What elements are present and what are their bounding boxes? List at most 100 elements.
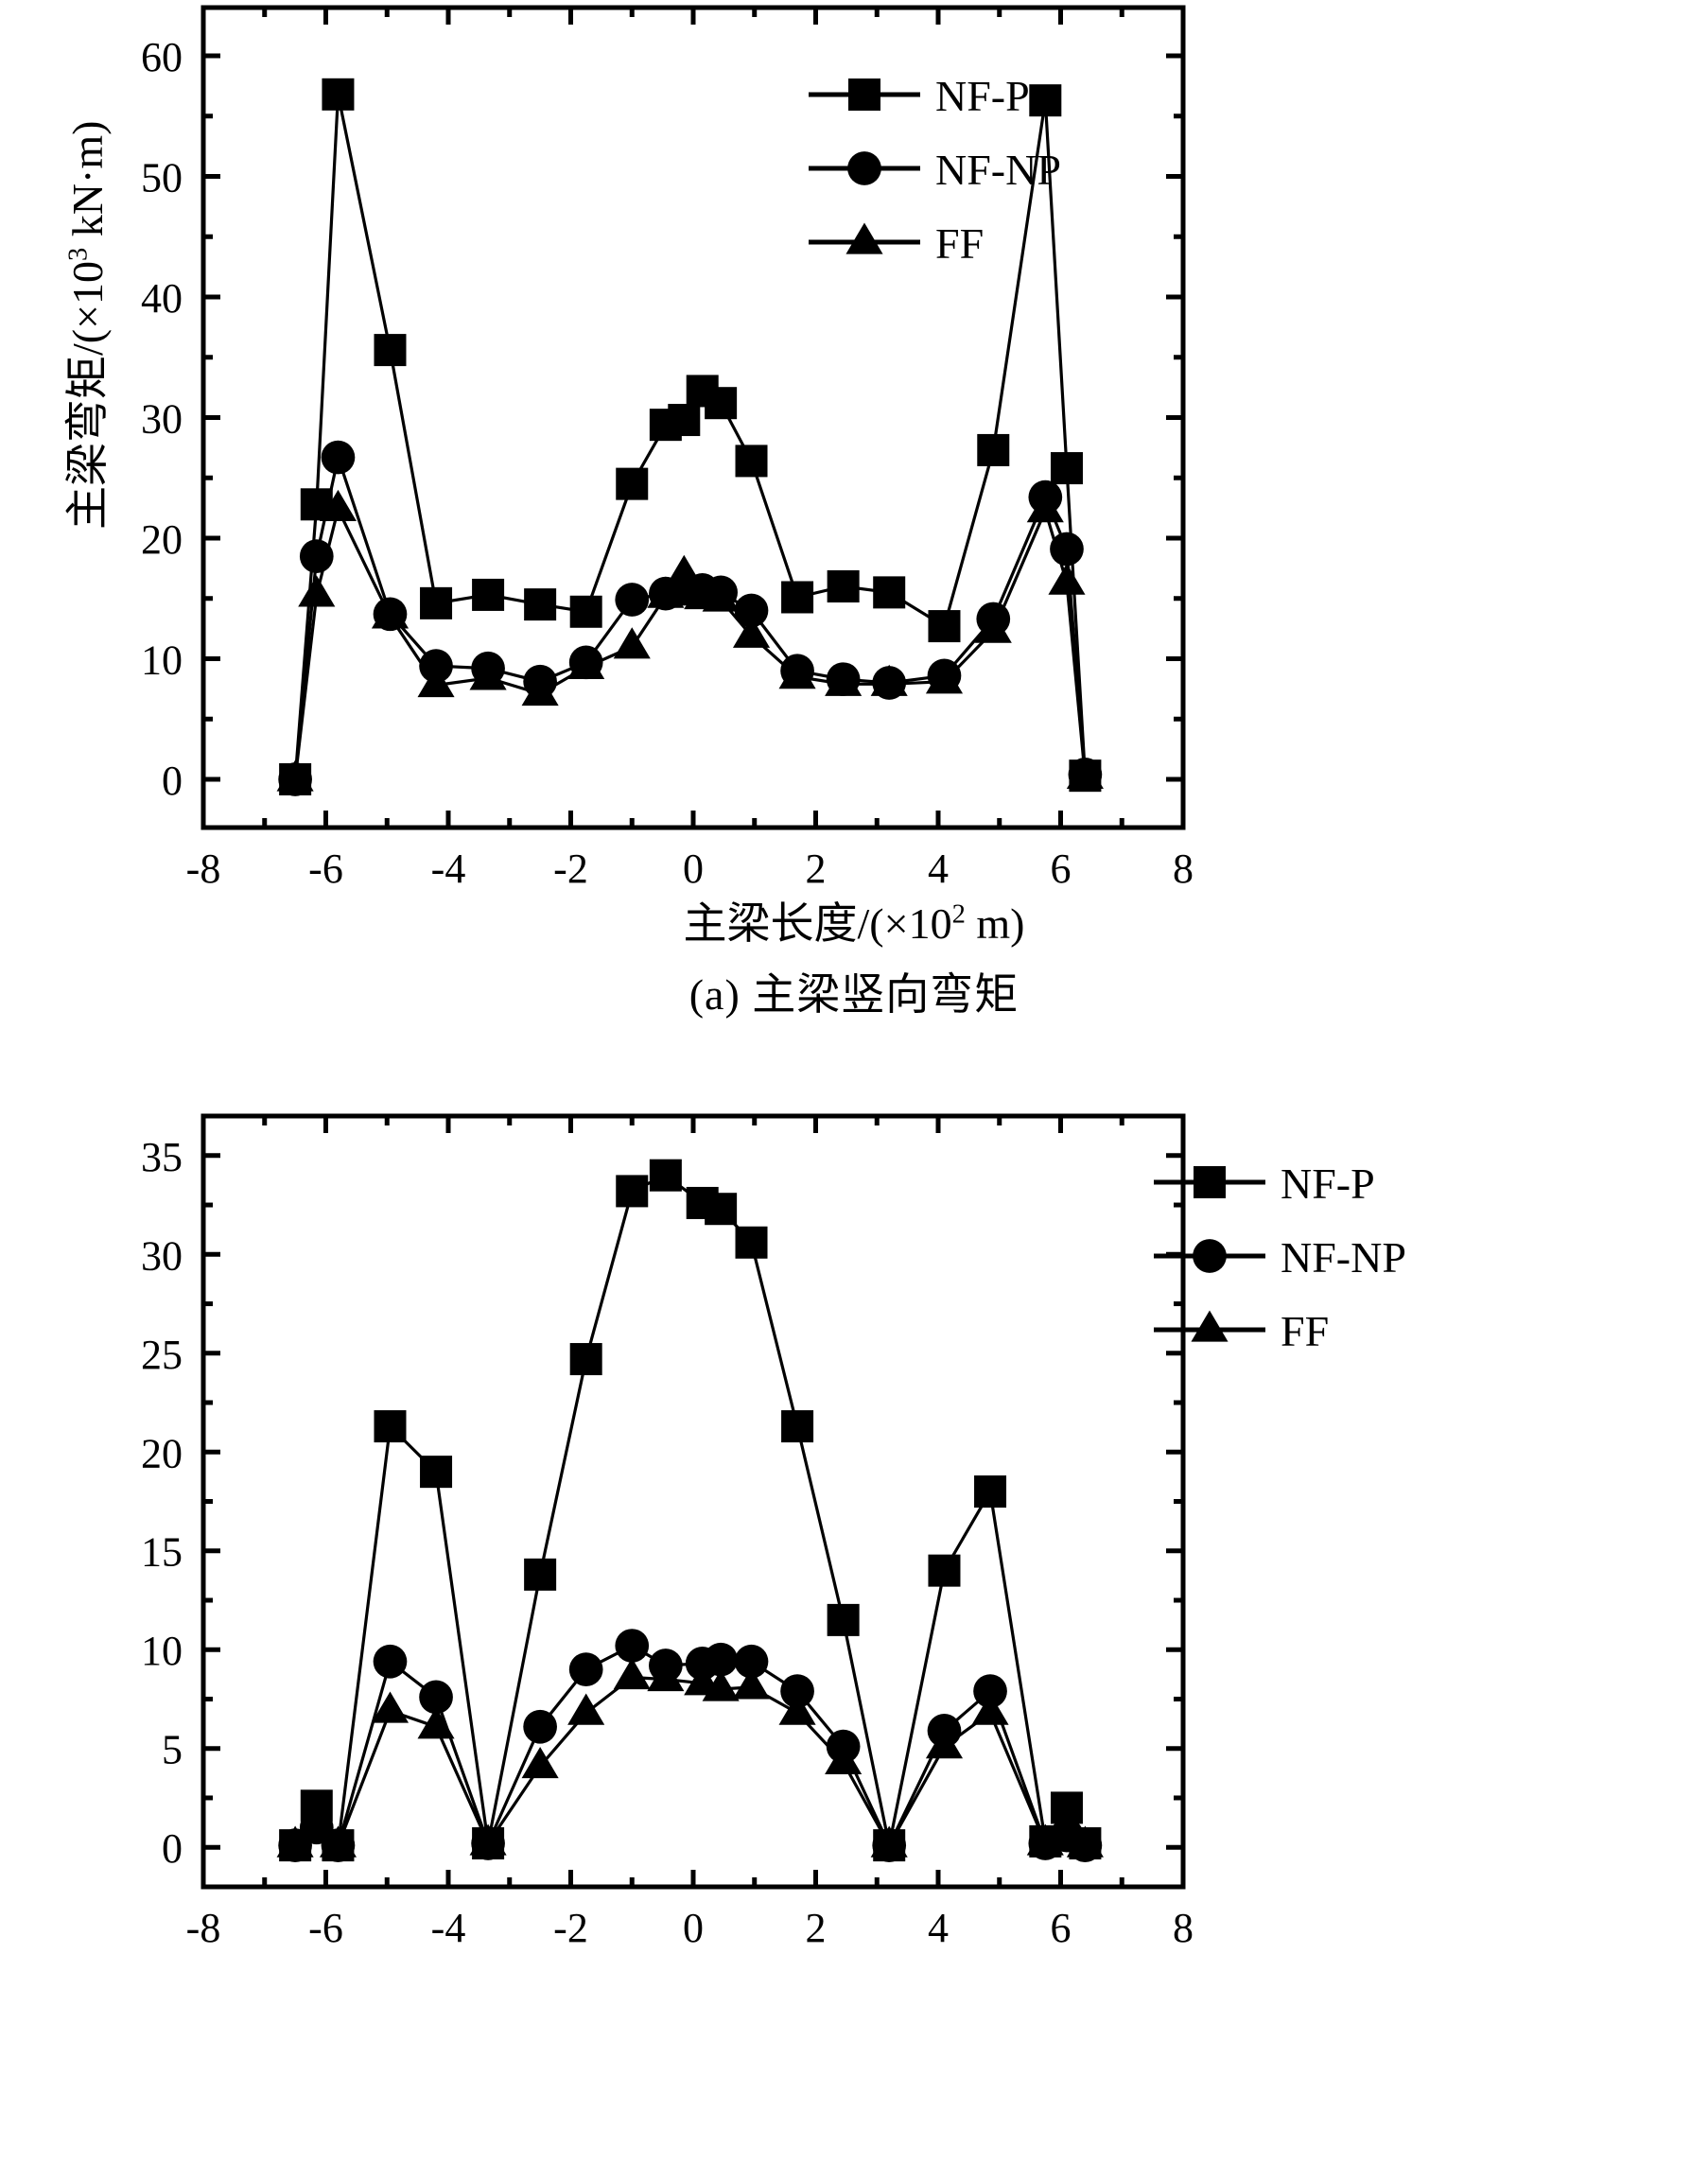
data-point-triangle <box>613 627 651 659</box>
data-point-square <box>781 1410 814 1443</box>
chart-a-canvas: -8 -6 -4 -2 0 2 4 6 8 0 10 20 30 40 50 60 NF-P NF-NP FF <box>141 5 1194 892</box>
x-tick-label: 4 <box>928 1905 949 1951</box>
data-point-triangle <box>702 1669 740 1701</box>
data-point-square <box>928 1554 961 1587</box>
legend-label-nf-p: NF-P <box>1281 1160 1375 1208</box>
y-tick-label: 50 <box>141 155 183 201</box>
data-point-square <box>827 1603 860 1636</box>
data-point-triangle <box>276 759 314 792</box>
data-point-circle <box>321 440 356 475</box>
y-tick-label: 15 <box>141 1529 183 1576</box>
data-point-circle <box>523 1709 557 1744</box>
data-point-circle <box>734 1644 769 1679</box>
x-tick-label: 6 <box>1051 846 1072 892</box>
x-tick-label: -8 <box>186 846 221 892</box>
data-point-triangle <box>319 489 357 521</box>
data-point-square <box>569 595 602 628</box>
chart-legend: NF-P NF-NP FF <box>1154 1160 1406 1355</box>
data-point-triangle <box>1048 563 1086 595</box>
x-tick-label: -8 <box>186 1905 221 1951</box>
y-tick-label: 30 <box>141 396 183 443</box>
data-point-square <box>977 433 1010 466</box>
data-point-circle <box>1193 1239 1227 1273</box>
data-point-square <box>649 1159 682 1192</box>
y-tick-label: 25 <box>141 1332 183 1378</box>
chart-a-caption: (a) 主梁竖向弯矩 <box>688 970 1020 1019</box>
data-point-triangle <box>665 554 703 586</box>
data-point-circle <box>299 539 334 573</box>
data-point-triangle <box>521 1746 559 1779</box>
data-point-triangle <box>567 647 605 680</box>
data-point-square <box>616 1175 649 1208</box>
chart-a-y-axis-title: 主梁弯矩/(×103 kN·m) <box>63 120 112 530</box>
data-point-triangle <box>521 673 559 706</box>
x-tick-label: -6 <box>308 1905 343 1951</box>
data-point-circle <box>615 583 650 617</box>
data-point-triangle <box>371 597 410 629</box>
series-line-ff <box>294 1675 1086 1849</box>
plot-area: -8 -6 -4 -2 0 2 4 6 8 0 5 10 15 20 25 30 35 <box>141 1113 1194 1951</box>
y-tick-label: 0 <box>162 1825 183 1872</box>
data-point-square <box>472 578 505 611</box>
data-point-square <box>420 586 453 619</box>
data-point-circle <box>780 1674 814 1708</box>
data-point-triangle <box>647 1660 685 1692</box>
x-tick-label: 8 <box>1173 1905 1194 1951</box>
data-point-triangle <box>778 1693 816 1725</box>
x-tick-label: 4 <box>928 846 949 892</box>
data-point-square <box>569 1343 602 1376</box>
x-tick-label: -2 <box>553 846 588 892</box>
data-point-square <box>668 404 701 437</box>
series-line-nf-np <box>294 1644 1087 1849</box>
x-tick-label: 2 <box>806 1905 827 1951</box>
series-markers-nf-np <box>278 1629 1103 1862</box>
data-point-triangle <box>870 1825 908 1858</box>
data-point-triangle <box>732 616 771 648</box>
data-point-circle <box>734 593 769 628</box>
y-tick-label: 40 <box>141 275 183 322</box>
data-point-square <box>1050 452 1083 485</box>
data-point-triangle <box>845 222 883 254</box>
data-point-triangle <box>1191 1310 1229 1342</box>
data-point-square <box>735 445 768 478</box>
series-line-nf-p <box>293 1173 1087 1851</box>
data-point-circle <box>704 1642 738 1677</box>
data-point-triangle <box>371 1691 410 1723</box>
series-line-nf-p <box>293 94 1087 780</box>
data-point-square <box>524 588 557 621</box>
data-point-triangle <box>298 1811 336 1844</box>
data-point-triangle <box>1066 1825 1104 1858</box>
data-point-square <box>524 1558 557 1591</box>
x-tick-label: -6 <box>308 846 343 892</box>
data-point-square <box>1029 84 1062 117</box>
data-point-triangle <box>567 1693 605 1725</box>
data-point-square <box>827 570 860 602</box>
data-point-circle <box>373 1644 408 1679</box>
series-markers-ff <box>276 1657 1104 1858</box>
data-point-triangle <box>870 664 908 696</box>
data-point-circle <box>973 1674 1007 1708</box>
data-point-triangle <box>319 1825 357 1858</box>
series-line-nf-np <box>293 451 1087 780</box>
data-point-triangle <box>1026 491 1064 523</box>
data-point-square <box>374 1410 407 1443</box>
data-point-square <box>848 78 880 111</box>
data-point-triangle <box>825 1742 863 1774</box>
data-point-triangle <box>298 575 336 607</box>
data-point-triangle <box>971 1693 1009 1725</box>
chart-frame <box>200 1113 1186 1890</box>
y-tick-label: 35 <box>141 1134 183 1180</box>
data-point-square <box>781 581 814 614</box>
chart-b-canvas: -8 -6 -4 -2 0 2 4 6 8 0 5 10 15 20 25 30 35 NF-P NF-NP FF <box>141 1113 1406 1951</box>
y-tick-label: 10 <box>141 1628 183 1674</box>
data-point-square <box>374 334 407 367</box>
data-point-triangle <box>925 1727 964 1759</box>
data-point-triangle <box>417 1707 455 1739</box>
plot-area: -8 -6 -4 -2 0 2 4 6 8 0 10 20 30 40 50 60 <box>141 5 1194 892</box>
x-tick-label: -4 <box>431 846 466 892</box>
chart-a-x-axis-title: 主梁长度/(×102 m) <box>683 899 1025 948</box>
chart-legend: NF-P NF-NP FF <box>809 72 1061 268</box>
x-tick-label: 0 <box>683 846 704 892</box>
data-point-triangle <box>469 658 507 690</box>
